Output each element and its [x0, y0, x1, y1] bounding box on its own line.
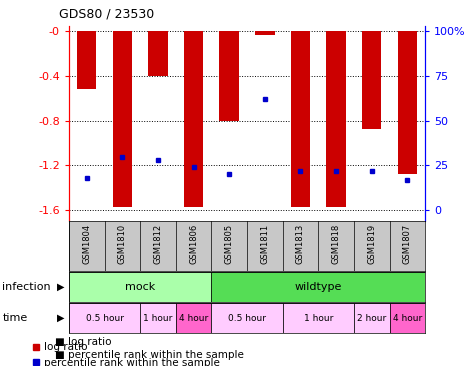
Text: GDS80 / 23530: GDS80 / 23530 [59, 7, 155, 20]
Text: ■ percentile rank within the sample: ■ percentile rank within the sample [55, 350, 244, 360]
Text: GSM1812: GSM1812 [153, 224, 162, 264]
Text: wildtype: wildtype [294, 282, 342, 292]
Text: 2 hour: 2 hour [357, 314, 386, 322]
Bar [398, 31, 417, 175]
Text: 1 hour: 1 hour [304, 314, 333, 322]
Text: 1 hour: 1 hour [143, 314, 172, 322]
Bar [219, 31, 239, 121]
Text: GSM1805: GSM1805 [225, 224, 234, 264]
Text: GSM1818: GSM1818 [332, 224, 341, 264]
Bar [184, 31, 203, 207]
Text: ■ log ratio: ■ log ratio [55, 337, 111, 347]
Bar [69, 303, 140, 333]
Text: GSM1806: GSM1806 [189, 224, 198, 264]
Text: GSM1810: GSM1810 [118, 224, 127, 264]
Bar [176, 303, 211, 333]
Bar [211, 303, 283, 333]
Bar [211, 272, 425, 302]
Text: time: time [2, 313, 28, 323]
Legend: log ratio, percentile rank within the sample: log ratio, percentile rank within the sa… [29, 338, 224, 366]
Bar [362, 31, 381, 128]
Bar [69, 272, 211, 302]
Bar [140, 303, 176, 333]
Bar [77, 31, 96, 89]
Bar [354, 303, 390, 333]
Text: GSM1807: GSM1807 [403, 224, 412, 264]
Text: 4 hour: 4 hour [179, 314, 208, 322]
Bar [291, 31, 310, 207]
Bar [255, 31, 275, 34]
Text: ▶: ▶ [57, 313, 65, 323]
Text: 4 hour: 4 hour [393, 314, 422, 322]
Text: GSM1811: GSM1811 [260, 224, 269, 264]
Bar [326, 31, 346, 207]
Text: GSM1804: GSM1804 [82, 224, 91, 264]
Text: 0.5 hour: 0.5 hour [228, 314, 266, 322]
Text: 0.5 hour: 0.5 hour [86, 314, 124, 322]
Text: mock: mock [125, 282, 155, 292]
Text: GSM1813: GSM1813 [296, 224, 305, 264]
Bar [390, 303, 425, 333]
Bar [113, 31, 132, 207]
Text: infection: infection [2, 282, 51, 292]
Bar [148, 31, 168, 76]
Text: GSM1819: GSM1819 [367, 224, 376, 264]
Text: ▶: ▶ [57, 282, 65, 292]
Bar [283, 303, 354, 333]
